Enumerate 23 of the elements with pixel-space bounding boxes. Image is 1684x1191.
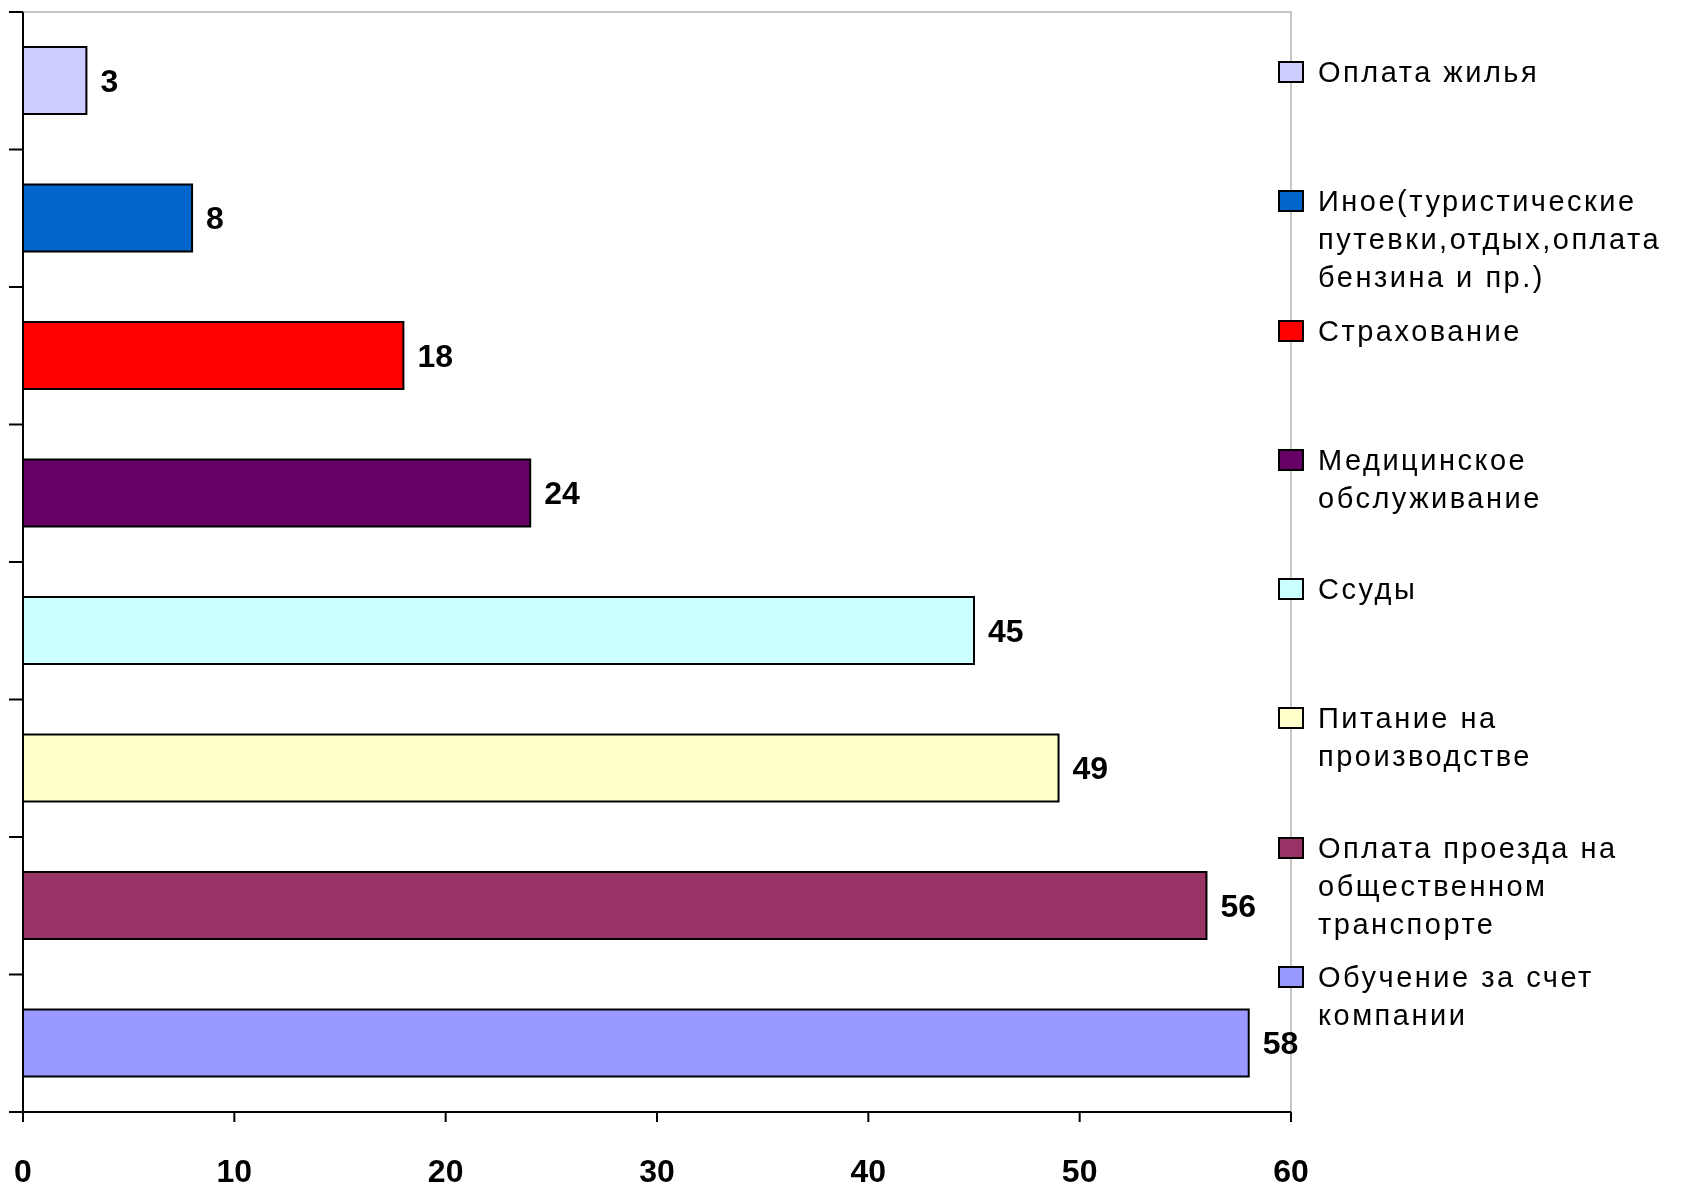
x-tick-label: 60: [1273, 1152, 1309, 1189]
data-label: 24: [544, 475, 580, 512]
data-label: 58: [1262, 1025, 1299, 1062]
data-label: 3: [100, 62, 119, 99]
x-tick-label: 0: [14, 1152, 32, 1189]
legend-label: Страхование: [1318, 313, 1523, 349]
x-tick-label: 50: [1061, 1152, 1098, 1189]
legend-label: Оплата проезда на общественном транспорте: [1318, 830, 1619, 942]
legend-label: Ссуды: [1318, 572, 1419, 607]
x-tick-label: 30: [639, 1152, 675, 1189]
data-label: 45: [988, 612, 1024, 649]
data-label: 8: [206, 200, 224, 237]
x-tick-label: 40: [850, 1152, 887, 1189]
x-tick-label: 20: [427, 1152, 464, 1189]
legend-label: Питание на производстве: [1318, 701, 1533, 775]
x-tick-label: 10: [216, 1152, 253, 1189]
data-label: 49: [1072, 750, 1109, 787]
legend-label: Иное(туристические путевки,отдых,оплата бензина и пр.): [1318, 184, 1663, 296]
legend-label: Медицинское обслуживание: [1318, 442, 1543, 516]
legend-label: Оплата жилья: [1318, 55, 1541, 90]
data-label: 18: [417, 337, 453, 374]
legend-label: Обучение за счет компании: [1318, 959, 1595, 1033]
data-label: 56: [1220, 887, 1257, 924]
